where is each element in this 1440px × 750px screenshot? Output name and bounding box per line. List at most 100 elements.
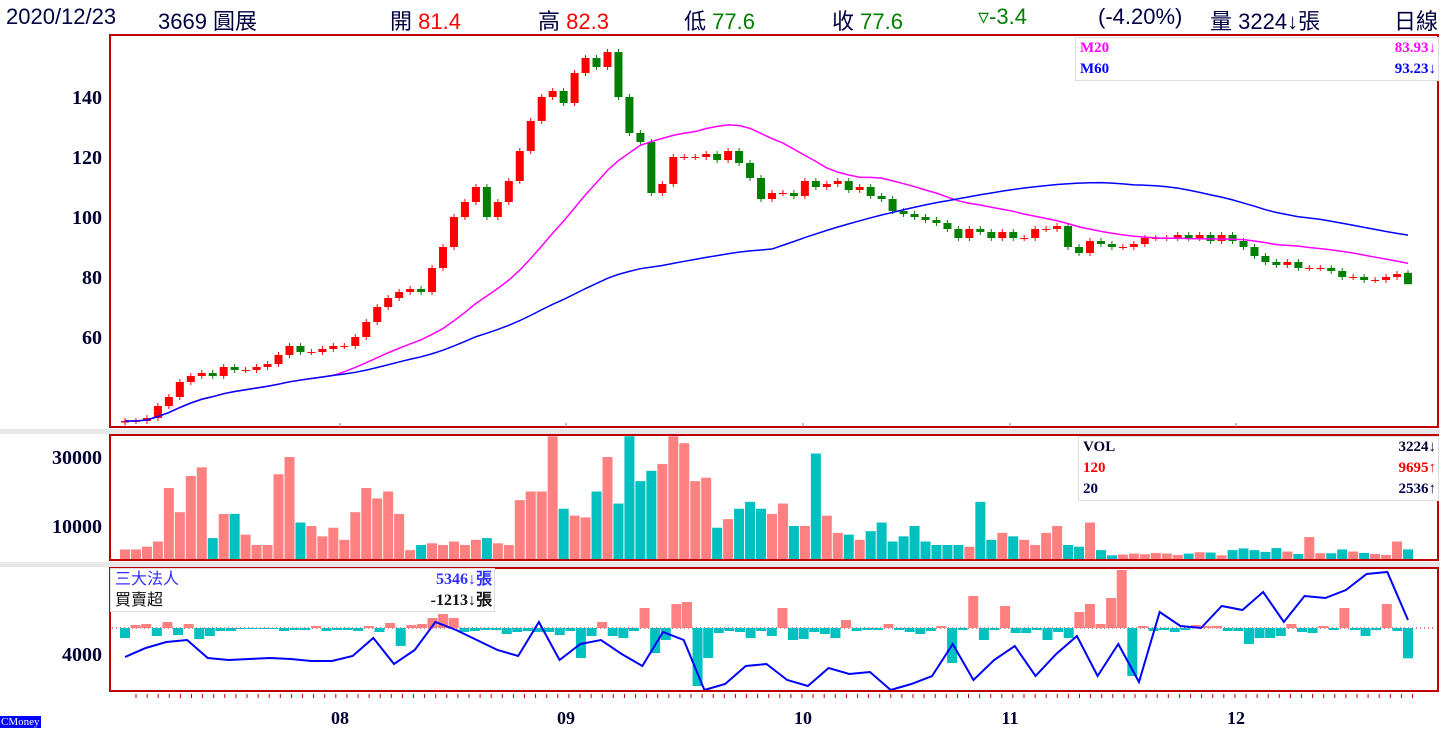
candle: [515, 151, 524, 181]
candle: [822, 184, 831, 187]
candle: [1184, 235, 1193, 238]
volume-bar: [1041, 532, 1052, 560]
candle: [954, 229, 963, 238]
net-buy-bar: [374, 628, 385, 632]
candle: [186, 376, 195, 382]
candle: [789, 193, 798, 196]
net-buy-bar: [1222, 628, 1233, 631]
candle: [406, 289, 415, 292]
net-buy-bar: [310, 626, 321, 628]
volume-bar: [810, 453, 821, 560]
net-buy-bar: [1349, 628, 1360, 630]
candle: [636, 133, 645, 142]
volume-bar: [1063, 544, 1074, 560]
volume-bar: [1392, 541, 1403, 560]
net-buy-bar: [459, 628, 470, 632]
close-value: 77.6: [860, 9, 903, 34]
volume-bar: [185, 475, 196, 560]
candle: [767, 193, 776, 199]
volume-bar: [1326, 553, 1337, 560]
candle: [987, 232, 996, 238]
volume-bar: [492, 543, 503, 560]
net-buy-bar: [989, 628, 1000, 630]
candle: [307, 352, 316, 353]
candle: [329, 346, 338, 349]
volume-bar: [295, 522, 306, 560]
candle: [1283, 262, 1292, 265]
candle: [943, 223, 952, 229]
candle: [614, 52, 623, 97]
net-buy-bar: [1159, 628, 1170, 630]
candle: [888, 199, 897, 211]
net-buy-bar: [1053, 628, 1064, 632]
cumulative-line: [124, 570, 1409, 692]
open-label: 開: [390, 9, 413, 34]
net-buy-bar: [173, 628, 184, 635]
candle: [1228, 235, 1237, 241]
candle: [1217, 235, 1226, 241]
net-buy-bar: [968, 596, 979, 628]
inst-total: 5346↓張: [435, 571, 492, 588]
candle: [460, 202, 469, 217]
volume-bar: [953, 544, 964, 560]
volume-bar: [766, 513, 777, 560]
candle: [855, 187, 864, 190]
volume-bar: [514, 500, 525, 560]
change-percent: (-4.20%): [1098, 4, 1183, 29]
volume-bar: [438, 544, 449, 560]
net-buy-bar: [363, 626, 374, 628]
candle: [735, 151, 744, 163]
net-buy-bar: [1116, 570, 1127, 628]
m60-value: 93.23↓: [1394, 61, 1436, 77]
net-buy-bar: [618, 628, 629, 638]
candle: [175, 382, 184, 397]
net-buy-bar: [724, 628, 735, 631]
net-buy-bar: [872, 628, 883, 630]
volume-bar: [613, 503, 624, 560]
net-buy-bar: [1328, 628, 1339, 630]
net-buy-bar: [1000, 606, 1011, 628]
candle: [1096, 241, 1105, 244]
candle: [439, 247, 448, 268]
vol-ma20-label: 20: [1083, 481, 1098, 497]
net-buy-bar: [321, 628, 332, 631]
net-buy-bar: [788, 628, 799, 640]
candle: [866, 187, 875, 196]
net-buy-bar: [353, 628, 364, 631]
volume-bar: [405, 550, 416, 560]
volume-bar: [1205, 552, 1216, 560]
net-buy-bar: [1106, 598, 1117, 628]
candle: [778, 193, 787, 194]
volume-bar: [470, 539, 481, 560]
price-panel: 60 80 100 120 140: [72, 49, 1412, 426]
candle: [1294, 262, 1303, 268]
candle: [1393, 274, 1402, 277]
candle: [285, 346, 294, 355]
net-buy-bar: [1063, 628, 1074, 638]
volume-bar: [1030, 544, 1041, 560]
vol-ma20-value: 2536↑: [1398, 481, 1437, 497]
candle: [1085, 241, 1094, 253]
volume-bar: [1216, 555, 1227, 560]
net-buy-bar: [819, 628, 830, 634]
price-panel-border: [109, 34, 1439, 428]
net-label: 買賣超: [115, 592, 164, 609]
candle: [1140, 238, 1149, 244]
candle: [833, 181, 842, 184]
volume-bar: [251, 544, 262, 560]
volume-bar: [1304, 537, 1315, 560]
volume-bar: [120, 549, 130, 560]
net-buy-bar: [883, 624, 894, 628]
net-buy-bar: [862, 628, 873, 630]
net-buy-bar: [268, 628, 279, 629]
net-buy-bar: [480, 628, 491, 630]
net-buy-bar: [1201, 626, 1212, 628]
period-button[interactable]: 日線: [1394, 9, 1439, 34]
volume-bar: [734, 508, 745, 560]
panel-separator: [0, 429, 1440, 434]
volume-bar: [339, 539, 350, 560]
volume-bar: [1019, 539, 1030, 560]
candle: [449, 217, 458, 247]
volume-bar: [975, 501, 986, 560]
